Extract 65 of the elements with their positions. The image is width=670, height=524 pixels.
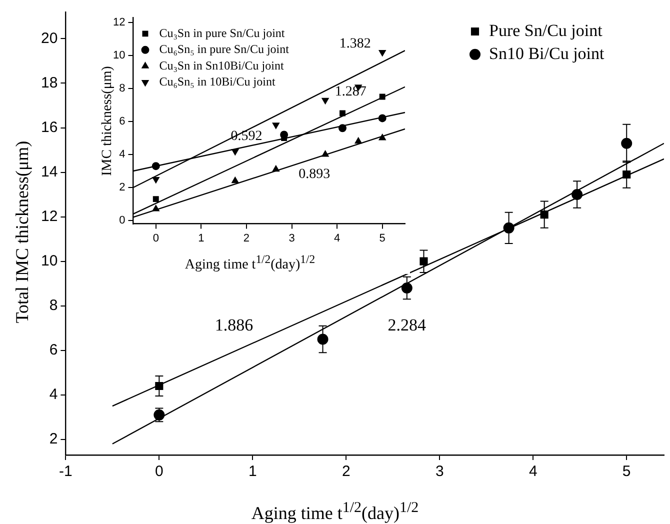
point: [378, 50, 386, 56]
annotation: 1.382: [339, 36, 371, 52]
annotation: 1.886: [214, 315, 254, 334]
point: [338, 124, 346, 132]
point: [152, 204, 160, 212]
point: [272, 165, 280, 172]
point: [379, 94, 386, 100]
annotation: 0.592: [230, 129, 262, 144]
annotation: 0.893: [298, 166, 330, 182]
y-tick-label: 4: [119, 148, 126, 161]
x-tick-label: 0: [155, 463, 164, 480]
point: [322, 150, 329, 157]
point: [340, 110, 346, 116]
y-tick-label: 2: [49, 430, 58, 448]
y-tick-label: 10: [112, 50, 126, 62]
y-tick-label: 8: [49, 296, 58, 314]
point: [378, 134, 386, 140]
x-tick-label: 3: [288, 232, 295, 244]
point: [152, 162, 160, 170]
x-tick-label: 5: [379, 232, 386, 244]
y-tick-label: 12: [112, 16, 126, 29]
legend-label: Sn10 Bi/Cu joint: [489, 44, 605, 63]
y-tick-label: 6: [49, 342, 58, 359]
x-axis-title: Aging time t$^{1/2}$(day)$^{1/2}$: [250, 500, 420, 524]
y-tick-label: 12: [40, 208, 58, 225]
point: [401, 282, 412, 294]
x-axis-title: Aging time t$^{1/2}$(day)$^{1/2}$: [184, 253, 316, 274]
legend-label: Pure Sn/Cu joint: [489, 20, 603, 40]
x-tick-label: 0: [152, 232, 159, 244]
point: [354, 137, 362, 144]
legend-label: Cu₃Sn in pure Sn/Cu joint: [159, 26, 286, 40]
point: [232, 176, 239, 184]
y-tick-label: 2: [119, 182, 126, 194]
y-tick-label: 10: [40, 252, 58, 270]
y-tick-label: 6: [119, 116, 126, 128]
x-tick-label: 3: [435, 463, 444, 480]
x-tick-label: 1: [248, 463, 257, 480]
y-axis-title: Total IMC thickness(μm): [12, 140, 33, 324]
y-tick-label: 20: [40, 30, 58, 47]
legend-label: Cu₆Sn₅ in pure Sn/Cu joint: [159, 42, 290, 56]
x-tick-label: 2: [342, 463, 350, 480]
y-axis-title: IMC thickness(μm): [100, 66, 116, 176]
point: [420, 257, 428, 266]
x-tick-label: 1: [198, 232, 204, 244]
point: [378, 114, 386, 122]
point: [152, 177, 160, 184]
point: [572, 189, 583, 200]
x-tick-label: 5: [622, 463, 631, 480]
x-tick-label: 2: [243, 232, 250, 244]
x-tick-label: -1: [59, 463, 72, 480]
x-tick-label: 4: [528, 463, 538, 480]
legend-label: Cu₆Sn₅ in 10Bi/Cu joint: [159, 74, 276, 88]
point: [232, 148, 239, 156]
y-tick-label: 4: [49, 386, 58, 404]
point: [322, 98, 329, 104]
y-tick-label: 14: [40, 163, 58, 180]
y-tick-label: 18: [40, 74, 58, 92]
point: [152, 196, 159, 202]
x-tick-label: 4: [334, 232, 340, 244]
legend-label: Cu₃Sn in Sn10Bi/Cu joint: [159, 58, 284, 72]
y-tick-label: 0: [119, 214, 126, 227]
y-tick-label: 16: [40, 118, 58, 136]
y-tick-label: 8: [119, 82, 126, 95]
annotation: 2.284: [388, 315, 427, 334]
point: [272, 122, 280, 129]
